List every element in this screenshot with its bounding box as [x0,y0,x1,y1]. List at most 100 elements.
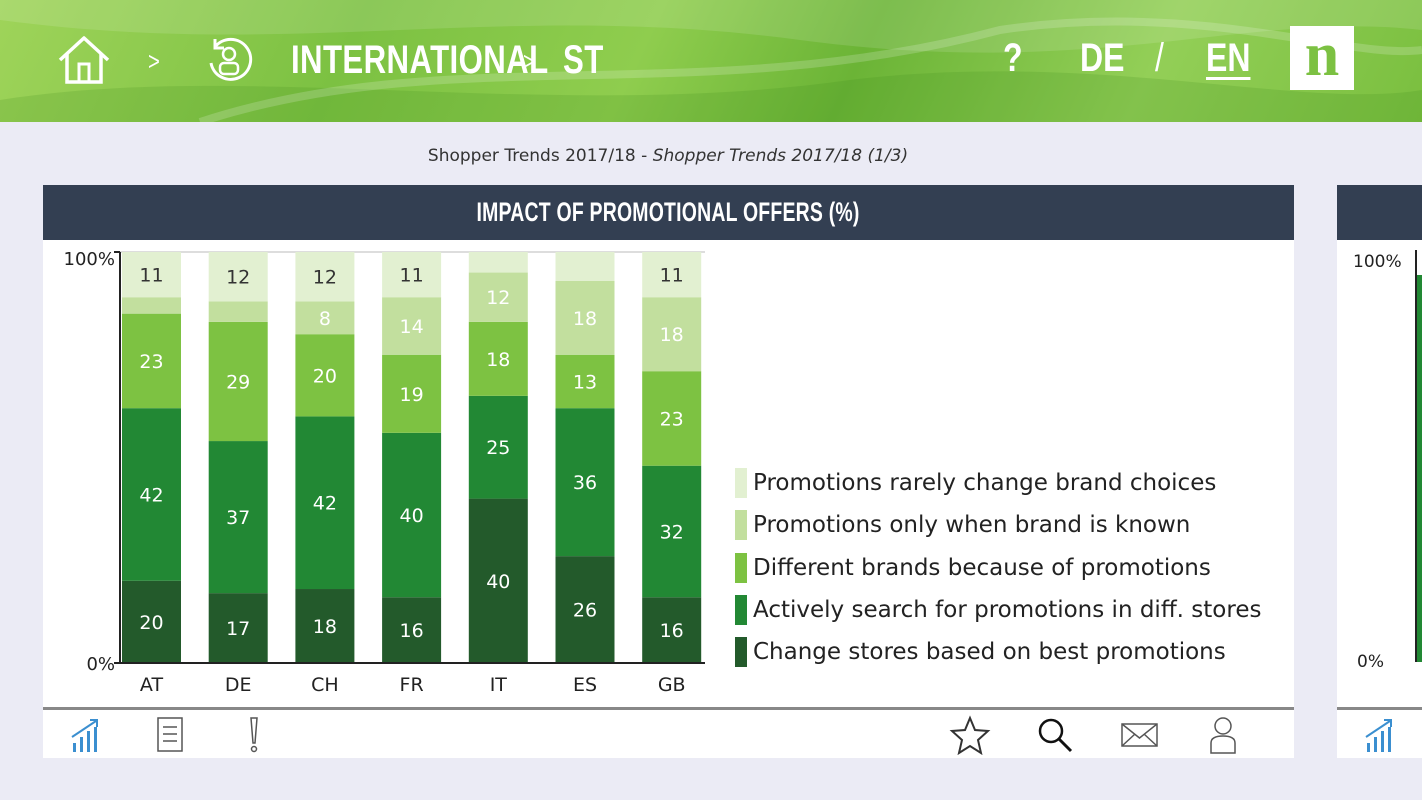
bar-value-label: 25 [486,437,510,459]
bar-segment [642,597,702,663]
legend-label: Promotions only when brand is known [753,512,1191,539]
x-tick-label: CH [311,674,339,696]
bar-segment [208,252,268,302]
bar-segment [468,252,528,273]
bar-segment [468,498,528,663]
bar-segment [122,297,181,314]
breadcrumb-separator: > [523,46,536,76]
bar-segment [208,321,268,442]
bar-value-label: 12 [313,267,337,289]
bar-segment [295,416,355,590]
header-wave-decoration [0,0,1422,122]
bar-segment [295,334,355,417]
bar-value-label: 20 [139,612,163,634]
chart-icon[interactable] [1362,715,1402,755]
legend-label: Change stores based on best promotions [753,639,1226,666]
bar-value-label: 17 [226,618,250,640]
x-tick-label: DE [225,674,252,696]
user-icon[interactable] [1203,715,1243,755]
breadcrumb-current: ST [563,38,604,82]
home-icon[interactable] [56,34,112,91]
exclamation-icon[interactable] [235,715,275,755]
bar-segment [295,301,355,335]
breadcrumb-separator: > [148,46,161,76]
x-tick-label: AT [140,674,164,696]
subtitle-italic: Shopper Trends 2017/18 (1/3) [652,146,909,166]
bar-value-label: 18 [573,308,597,330]
legend-item: Promotions rarely change brand choices [735,462,1261,504]
language-de[interactable]: DE [1080,36,1125,80]
help-button[interactable]: ? [1003,36,1023,80]
bar-value-label: 13 [573,371,597,393]
bar-segment [642,465,702,598]
next-card-ytick-bottom: 0% [1357,652,1384,672]
stacked-bar-chart: 20 42 23 11 AT 17 37 29 12 DE 18 42 20 8 12 CH 16 40 19 14 1… [64,249,705,696]
legend-label: Promotions rarely change brand choices [753,470,1217,497]
legend-item: Actively search for promotions in diff. … [735,589,1261,631]
bar-value-label: 19 [400,384,424,406]
legend-swatch [735,468,747,499]
legend-item: Promotions only when brand is known [735,504,1261,546]
y-tick-label: 0% [86,654,115,675]
bar-segment [642,297,702,372]
next-card-ytick-top: 100% [1353,252,1402,272]
legend-swatch [735,552,747,583]
user-circle-icon[interactable] [205,35,253,88]
card-toolbar [43,707,1294,761]
bar-value-label: 18 [660,324,684,346]
bar-value-label: 23 [660,408,684,430]
subtitle-main: Shopper Trends 2017/18 [427,146,636,166]
bar-segment [382,432,442,598]
bar-value-label: 23 [139,351,163,373]
bar-value-label: 12 [226,267,250,289]
bar-segment [382,252,442,298]
next-card-axis [1415,250,1417,662]
bar-segment [468,272,528,322]
legend-swatch [735,637,747,668]
legend-item: Different brands because of promotions [735,547,1261,589]
bar-value-label: 40 [400,505,424,527]
bar-value-label: 11 [660,265,684,287]
language-en[interactable]: EN [1206,36,1251,80]
bar-value-label: 32 [660,521,684,543]
bar-value-label: 11 [139,265,163,287]
bar-value-label: 8 [319,308,331,330]
x-tick-label: FR [400,674,424,696]
chart-title: IMPACT OF PROMOTIONAL OFFERS (%) [476,197,861,227]
legend-swatch [735,595,747,626]
mail-icon[interactable] [1119,715,1159,755]
brand-logo: n [1290,24,1354,90]
bar-segment [208,301,268,322]
bar-value-label: 16 [660,620,684,642]
bar-segment [382,354,442,433]
bar-value-label: 40 [486,571,510,593]
bar-segment [642,252,702,298]
bar-segment [208,593,268,663]
bar-segment [555,280,615,355]
bar-segment [382,297,442,355]
bar-segment [555,354,615,409]
bar-segment [122,313,181,409]
subtitle-dash: - [635,146,653,166]
legend-label: Different brands because of promotions [753,554,1211,581]
app-header: > INTERNATIONAL > ST ? DE / EN n [0,0,1422,122]
bar-value-label: 18 [486,349,510,371]
bar-segment [468,321,528,396]
star-icon[interactable] [949,715,991,756]
chart-icon[interactable] [68,715,108,755]
bar-value-label: 12 [486,287,510,309]
bar-segment [122,408,181,581]
x-tick-label: GB [658,674,686,696]
bar-segment [555,252,615,281]
bar-segment [208,441,268,594]
next-card-toolbar [1337,707,1422,761]
next-card-bar [1417,275,1422,662]
chart-card: IMPACT OF PROMOTIONAL OFFERS (%) 20 42 23 1… [43,185,1294,758]
language-separator: / [1155,36,1164,80]
document-icon[interactable] [151,715,191,755]
breadcrumb-section[interactable]: INTERNATIONAL [291,38,549,82]
legend-label: Actively search for promotions in diff. … [753,597,1262,624]
bar-value-label: 11 [400,265,424,287]
search-icon[interactable] [1035,715,1075,755]
bar-value-label: 14 [400,316,424,338]
